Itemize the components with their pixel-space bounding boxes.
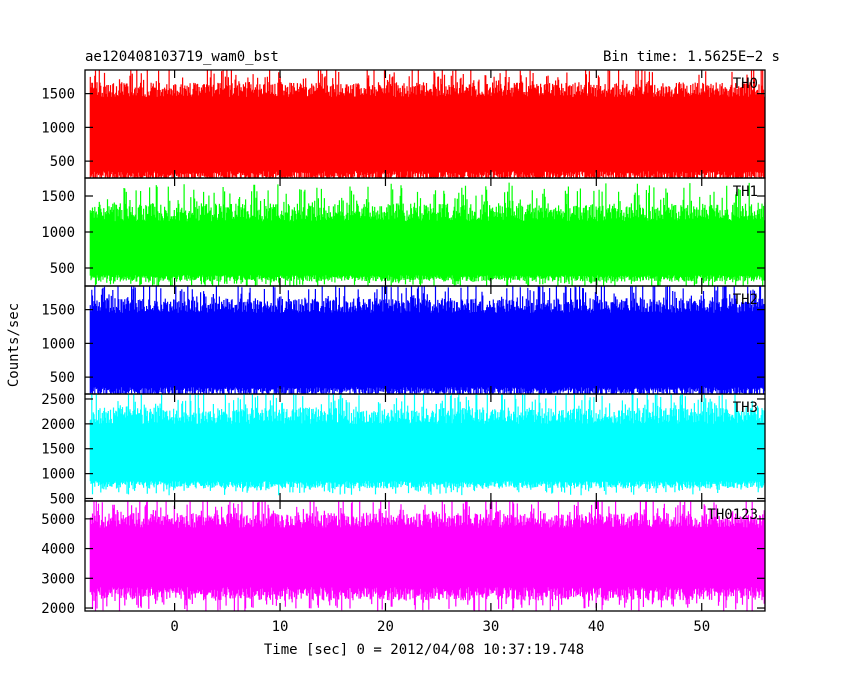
y-tick-label: 500 xyxy=(50,370,75,386)
panel-th0123: 2000 3000 4000 5000 TH0123 xyxy=(41,500,766,617)
y-axis-label: Counts/sec xyxy=(6,303,22,387)
y-tick-label: 1000 xyxy=(41,120,75,136)
series-name-label: TH0123 xyxy=(707,507,758,523)
y-tick-label: 5000 xyxy=(41,512,75,528)
y-tick-label: 500 xyxy=(50,154,75,170)
series-th3 xyxy=(89,394,765,496)
figure-title: ae120408103719_wam0_bst xyxy=(85,49,279,65)
y-tick-label: 1500 xyxy=(41,303,75,319)
series-name-label: TH1 xyxy=(733,184,758,200)
y-tick-label: 2500 xyxy=(41,392,75,408)
y-tick-label: 1000 xyxy=(41,467,75,483)
y-tick-label: 4000 xyxy=(41,542,75,558)
panel-frame xyxy=(84,500,766,612)
series-th2 xyxy=(89,286,765,394)
y-tick-label: 1500 xyxy=(41,87,75,103)
x-tick-labels: 0 10 20 30 40 50 xyxy=(170,619,710,635)
bin-time-label: Bin time: 1.5625E−2 s xyxy=(603,49,780,65)
y-tick-label: 500 xyxy=(50,492,75,508)
x-tick-label: 40 xyxy=(588,619,605,635)
panel-th0: 500 1000 1500 TH0 xyxy=(41,69,766,179)
y-tick-label: 1000 xyxy=(41,225,75,241)
x-axis-label: Time [sec] 0 = 2012/04/08 10:37:19.748 xyxy=(264,642,584,658)
y-tick-label: 1500 xyxy=(41,442,75,458)
y-tick-label: 3000 xyxy=(41,571,75,587)
y-tick-label: 2000 xyxy=(41,601,75,617)
series-th1 xyxy=(89,182,765,286)
y-tick-label: 1000 xyxy=(41,336,75,352)
series-th0123 xyxy=(89,501,765,611)
y-tick-label: 500 xyxy=(50,261,75,277)
series-name-label: TH0 xyxy=(733,76,758,92)
series-th0 xyxy=(89,70,765,178)
x-tick-label: 0 xyxy=(170,619,178,635)
y-tick-label: 1500 xyxy=(41,189,75,205)
panel-th2: 500 1000 1500 TH2 xyxy=(41,285,766,395)
x-tick-label: 50 xyxy=(693,619,710,635)
x-tick-label: 20 xyxy=(377,619,394,635)
x-tick-label: 10 xyxy=(272,619,289,635)
series-name-label: TH3 xyxy=(733,400,758,416)
series-name-label: TH2 xyxy=(733,292,758,308)
y-tick-label: 2000 xyxy=(41,417,75,433)
x-tick-label: 30 xyxy=(482,619,499,635)
panel-th3: 500 1000 1500 2000 2500 TH3 xyxy=(41,392,766,508)
panels-group: 500 1000 1500 TH0 500 1000 1500 TH1 500 1000 1500 T… xyxy=(41,69,766,617)
panel-th1: 500 1000 1500 TH1 xyxy=(41,177,766,287)
